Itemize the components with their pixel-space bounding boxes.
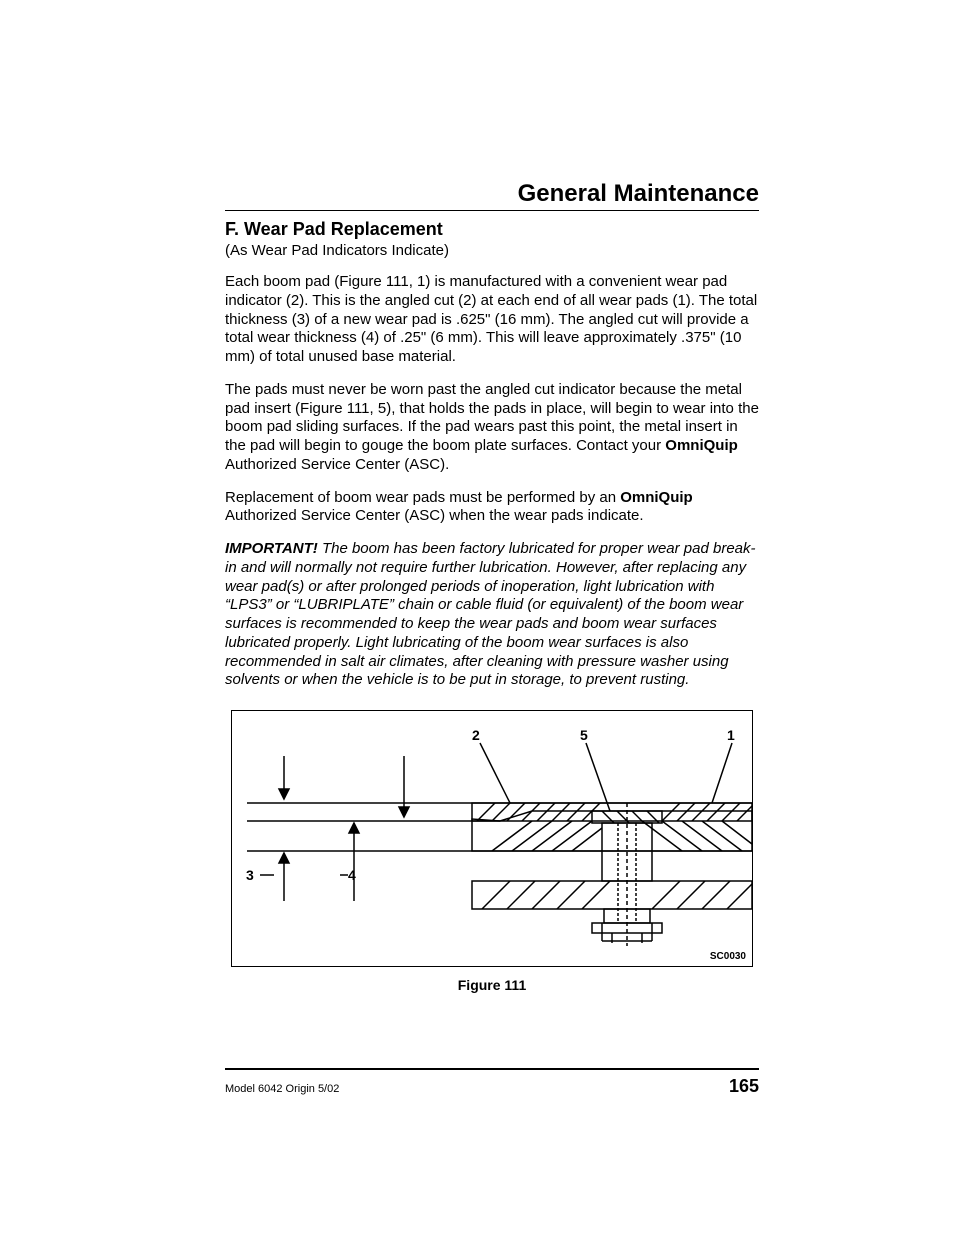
page-number: 165 bbox=[729, 1076, 759, 1097]
callout-4: 4 bbox=[348, 867, 356, 883]
section-subtitle: (As Wear Pad Indicators Indicate) bbox=[225, 242, 759, 259]
important-lead: IMPORTANT! bbox=[225, 540, 318, 557]
paragraph-2: The pads must never be worn past the ang… bbox=[225, 381, 759, 475]
chapter-title: General Maintenance bbox=[225, 180, 759, 211]
paragraph-2-part-c: Authorized Service Center (ASC). bbox=[225, 456, 449, 473]
paragraph-3: Replacement of boom wear pads must be pe… bbox=[225, 489, 759, 527]
paragraph-2-bold: OmniQuip bbox=[665, 437, 738, 454]
callout-3: 3 bbox=[246, 867, 254, 883]
figure-code: SC0030 bbox=[710, 951, 746, 962]
figure-svg bbox=[232, 711, 752, 966]
paragraph-3-part-a: Replacement of boom wear pads must be pe… bbox=[225, 489, 620, 506]
footer-left: Model 6042 Origin 5/02 bbox=[225, 1083, 339, 1095]
important-note: IMPORTANT! The boom has been factory lub… bbox=[225, 540, 759, 690]
callout-2: 2 bbox=[472, 727, 480, 743]
callout-5: 5 bbox=[580, 727, 588, 743]
section-title: F. Wear Pad Replacement bbox=[225, 219, 759, 240]
callout-1: 1 bbox=[727, 727, 735, 743]
important-body: The boom has been factory lubricated for… bbox=[225, 540, 756, 688]
page-footer: Model 6042 Origin 5/02 165 bbox=[225, 1068, 759, 1097]
paragraph-3-part-c: Authorized Service Center (ASC) when the… bbox=[225, 507, 644, 524]
paragraph-3-bold: OmniQuip bbox=[620, 489, 693, 506]
figure-111: 2 5 1 3 4 bbox=[231, 710, 753, 967]
paragraph-1: Each boom pad (Figure 111, 1) is manufac… bbox=[225, 273, 759, 367]
figure-caption: Figure 111 bbox=[225, 977, 759, 993]
